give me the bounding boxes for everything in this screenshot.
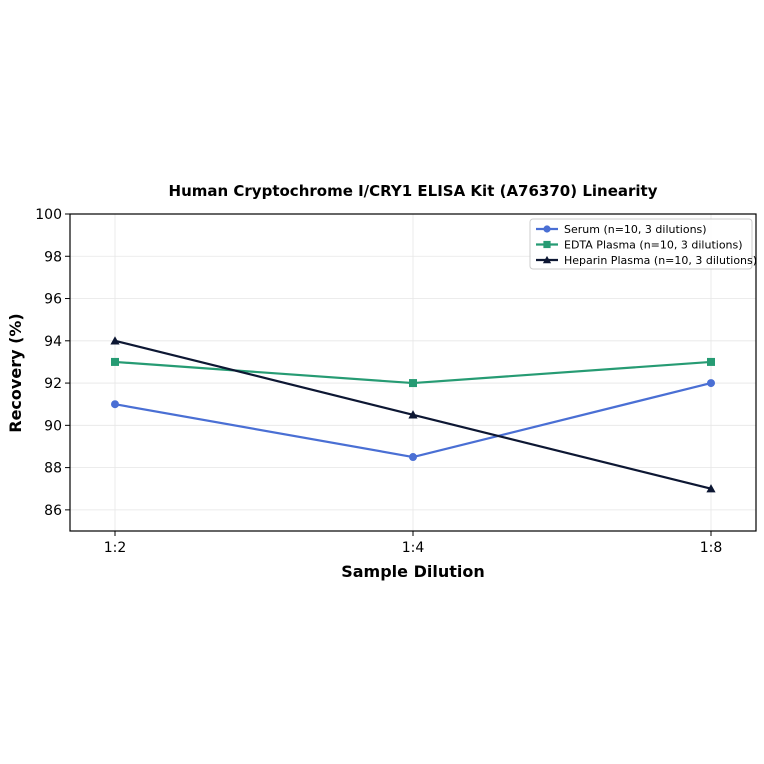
x-tick-label: 1:2 <box>104 540 127 556</box>
data-point <box>409 453 417 462</box>
series-3 <box>110 336 716 493</box>
y-axis-label: Recovery (%) <box>6 313 25 432</box>
y-tick-label: 88 <box>44 461 62 477</box>
legend-marker <box>543 240 551 249</box>
axis-ticks: 86 88 90 92 94 96 98 100 1:2 1:4 1:8 <box>35 207 722 556</box>
y-tick-label: 90 <box>44 418 62 434</box>
legend-marker <box>542 255 552 264</box>
y-tick-label: 92 <box>44 376 62 392</box>
chart-title: Human Cryptochrome I/CRY1 ELISA Kit (A76… <box>169 182 658 200</box>
legend-box <box>529 218 753 270</box>
x-tick-label: 1:4 <box>402 540 425 556</box>
legend-label: Heparin Plasma (n=10, 3 dilutions) <box>564 254 757 267</box>
x-tick-label: 1:8 <box>700 540 723 556</box>
series-1 <box>111 379 715 462</box>
data-point <box>707 379 715 388</box>
y-tick-label: 86 <box>44 503 62 519</box>
y-tick-label: 96 <box>44 292 62 308</box>
data-point <box>706 484 716 493</box>
data-point <box>707 357 715 366</box>
legend-entry: EDTA Plasma (n=10, 3 dilutions) <box>536 239 743 252</box>
x-axis-label: Sample Dilution <box>341 562 485 581</box>
legend-label: Serum (n=10, 3 dilutions) <box>564 223 707 236</box>
legend-label: EDTA Plasma (n=10, 3 dilutions) <box>564 239 743 252</box>
y-tick-label: 98 <box>44 249 62 265</box>
y-tick-label: 94 <box>44 334 62 350</box>
y-tick-label: 100 <box>35 207 62 223</box>
data-point <box>110 336 120 345</box>
legend-entry: Heparin Plasma (n=10, 3 dilutions) <box>536 254 757 267</box>
legend-entry: Serum (n=10, 3 dilutions) <box>536 223 707 236</box>
data-point <box>111 400 119 409</box>
series-2 <box>111 357 715 388</box>
data-point <box>409 379 417 388</box>
data-point <box>111 357 119 366</box>
series-layer <box>110 336 716 493</box>
legend-marker <box>543 225 551 233</box>
data-point <box>408 410 418 419</box>
legend: Serum (n=10, 3 dilutions) EDTA Plasma (n=… <box>529 218 757 270</box>
